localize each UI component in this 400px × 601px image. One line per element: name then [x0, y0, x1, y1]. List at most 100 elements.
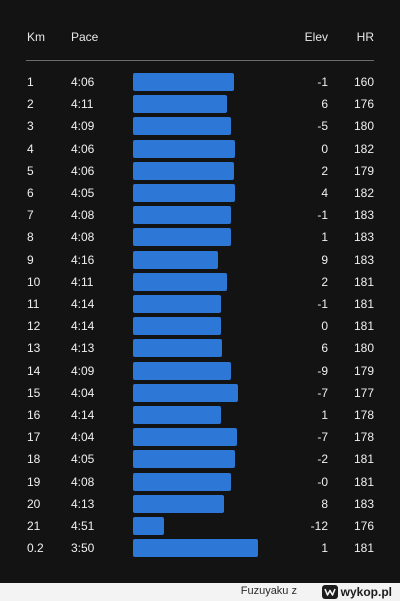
split-pace: 4:14	[71, 297, 95, 311]
pace-bar	[133, 161, 234, 180]
pace-bar	[133, 472, 231, 491]
split-elev: -7	[317, 430, 328, 445]
footer-bar: Fuzuyaku z wykop.pl	[0, 583, 400, 601]
split-pace: 4:08	[71, 474, 95, 489]
footer-username: Fuzuyaku	[240, 585, 289, 597]
split-elev: -12	[310, 519, 328, 533]
split-hr: 181	[353, 474, 374, 489]
split-pace: 4:06	[71, 75, 95, 89]
split-km: 2	[27, 97, 34, 112]
site-logo[interactable]: wykop.pl	[321, 585, 392, 599]
table-header: Km Pace Elev HR	[0, 30, 400, 48]
split-pace: 4:11	[71, 274, 94, 289]
split-pace: 4:05	[71, 186, 95, 200]
footer-user: Fuzuyaku z	[241, 585, 297, 597]
split-elev: 4	[321, 186, 328, 200]
split-elev: 2	[321, 163, 328, 178]
split-pace: 4:04	[71, 385, 95, 400]
pace-bar	[133, 228, 231, 247]
split-row: 8 4:08 1 183	[0, 227, 400, 247]
split-hr: 160	[353, 75, 374, 89]
pace-bar	[133, 383, 238, 402]
split-pace: 4:14	[71, 408, 95, 422]
split-elev: -1	[317, 75, 328, 89]
split-pace: 4:06	[71, 141, 95, 156]
split-elev: 9	[321, 252, 328, 267]
split-pace: 4:05	[71, 452, 95, 467]
split-pace: 4:09	[71, 119, 95, 134]
pace-bar	[133, 250, 218, 269]
header-km: Km	[27, 30, 45, 44]
pace-bar	[133, 295, 221, 313]
split-km: 0.2	[27, 541, 44, 556]
split-km: 9	[27, 252, 34, 267]
pace-bar	[133, 184, 235, 202]
split-row: 19 4:08 -0 181	[0, 472, 400, 491]
split-hr: 180	[353, 341, 374, 356]
split-row: 3 4:09 -5 180	[0, 116, 400, 136]
split-row: 5 4:06 2 179	[0, 161, 400, 180]
header-elev: Elev	[304, 30, 328, 44]
split-row: 11 4:14 -1 181	[0, 294, 400, 313]
split-hr: 176	[353, 97, 374, 112]
split-row: 21 4:51 -12 176	[0, 516, 400, 535]
split-row: 7 4:08 -1 183	[0, 205, 400, 225]
pace-bar	[133, 73, 234, 91]
split-km: 13	[27, 341, 41, 356]
split-km: 3	[27, 119, 34, 134]
pace-bar	[133, 494, 224, 513]
split-pace: 4:04	[71, 430, 95, 445]
split-row: 16 4:14 1 178	[0, 405, 400, 424]
split-elev: 2	[321, 274, 328, 289]
split-elev: -0	[317, 474, 328, 489]
split-hr: 178	[353, 430, 374, 445]
split-hr: 179	[353, 363, 374, 378]
split-hr: 183	[353, 252, 374, 267]
wykop-logo-icon	[321, 585, 338, 599]
split-km: 6	[27, 186, 34, 200]
split-hr: 182	[353, 186, 374, 200]
split-pace: 4:16	[71, 252, 95, 267]
pace-bar	[133, 428, 237, 447]
split-hr: 180	[353, 119, 374, 134]
pace-bar	[133, 539, 258, 558]
split-hr: 181	[353, 541, 374, 556]
split-hr: 183	[353, 230, 374, 245]
split-pace: 4:51	[71, 519, 95, 533]
split-row: 18 4:05 -2 181	[0, 449, 400, 469]
pace-bar	[133, 517, 164, 535]
split-km: 18	[27, 452, 41, 467]
split-km: 17	[27, 430, 41, 445]
split-hr: 178	[353, 408, 374, 422]
split-km: 1	[27, 75, 34, 89]
split-hr: 179	[353, 163, 374, 178]
split-km: 10	[27, 274, 41, 289]
split-hr: 177	[353, 385, 374, 400]
split-km: 5	[27, 163, 34, 178]
split-row: 12 4:14 0 181	[0, 316, 400, 336]
split-km: 12	[27, 319, 41, 334]
split-pace: 3:50	[71, 541, 95, 556]
split-hr: 181	[353, 319, 374, 334]
split-elev: 8	[321, 496, 328, 511]
footer-via: z	[291, 585, 298, 597]
splits-table: Km Pace Elev HR 1 4:06 -1 160 2 4:11 6 176 3 4:09…	[0, 30, 400, 558]
split-hr: 176	[353, 519, 374, 533]
split-row: 15 4:04 -7 177	[0, 383, 400, 402]
split-km: 15	[27, 385, 41, 400]
split-elev: -1	[317, 297, 328, 311]
header-pace: Pace	[71, 30, 99, 44]
split-hr: 183	[353, 496, 374, 511]
split-elev: 1	[321, 230, 328, 245]
pace-bar	[133, 406, 221, 424]
pace-bar	[133, 361, 231, 380]
split-hr: 183	[353, 208, 374, 223]
split-row: 1 4:06 -1 160	[0, 72, 400, 91]
split-elev: -9	[317, 363, 328, 378]
split-row: 13 4:13 6 180	[0, 338, 400, 358]
split-pace: 4:09	[71, 363, 95, 378]
split-km: 7	[27, 208, 34, 223]
pace-bar	[133, 272, 227, 291]
split-hr: 181	[353, 274, 374, 289]
split-hr: 182	[353, 141, 374, 156]
